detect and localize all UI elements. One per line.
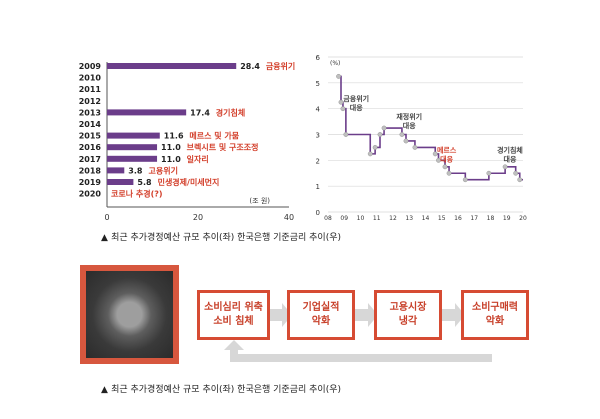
bar-annotation: 고용위기: [148, 165, 177, 175]
bar-value-label: 5.8: [137, 178, 152, 187]
bar-value-label: 17.4: [190, 108, 210, 117]
x-tick-label: 17: [470, 215, 478, 222]
bar-value-label: 11.0: [161, 155, 181, 164]
x-tick-label: 12: [389, 215, 397, 222]
rate-point: [446, 170, 452, 176]
y-tick-label: 2011: [79, 85, 102, 94]
rate-point: [442, 164, 448, 170]
bar-annotation: 코로나 추경(?): [111, 189, 163, 199]
rate-point: [462, 177, 468, 183]
flow-box-consumer-sentiment: 소비심리 위축 소비 침체: [197, 290, 270, 340]
y-tick-label: 6: [316, 54, 321, 62]
rate-point: [336, 73, 341, 79]
y-tick-label: 4: [316, 106, 321, 114]
rate-point: [340, 106, 346, 112]
bar: [107, 155, 158, 162]
rate-line: [338, 75, 523, 181]
rate-point: [372, 145, 378, 150]
flow-box-purchasing-power: 소비구매력 악화: [461, 290, 529, 340]
y-tick-label: 2009: [79, 62, 102, 71]
rate-point: [367, 151, 373, 157]
y-tick-label: 2015: [79, 132, 102, 141]
x-tick-label: 10: [357, 215, 365, 222]
bar-annotation: 브렉시트 및 구조조정: [187, 142, 259, 152]
y-tick-label: 2012: [79, 97, 101, 106]
rate-point: [432, 151, 438, 157]
flow-box-corporate-earnings: 기업실적 악화: [287, 290, 355, 340]
caption-bottom: ▲ 최근 추가경정예산 규모 추이(좌) 한국은행 기준금리 추이(우): [101, 382, 341, 395]
bar-annotation: 민생경제/미세먼지: [158, 177, 220, 187]
x-tick-label: 15: [438, 215, 446, 222]
x-tick-label: 08: [324, 215, 332, 222]
rate-point: [412, 145, 418, 150]
x-tick-label: 0: [104, 213, 109, 222]
x-tick-label: 14: [422, 215, 430, 222]
bar: [107, 132, 160, 139]
bar: [107, 144, 158, 151]
y-tick-label: 5: [316, 80, 320, 88]
bar-value-label: 11.0: [161, 143, 181, 152]
rate-point: [403, 138, 409, 144]
x-tick-label: 20: [519, 215, 527, 222]
caption-top: ▲ 최근 추가경정예산 규모 추이(좌) 한국은행 기준금리 추이(우): [101, 230, 341, 243]
caption-bottom-marker: ▲: [101, 385, 108, 395]
line-annotation: 메르스 대응: [437, 146, 457, 164]
bar-value-label: 11.6: [164, 132, 184, 141]
y-tick-label: 2020: [79, 190, 102, 199]
rate-point: [399, 132, 405, 137]
y-tick-label: 2016: [79, 143, 102, 152]
rate-point: [377, 132, 383, 137]
y-tick-label: 2010: [79, 74, 102, 83]
y-tick-label: 3: [316, 132, 320, 140]
y-tick-label: 1: [316, 183, 320, 191]
bar-annotation: 금융위기: [266, 61, 295, 71]
bar-annotation: 경기침체: [216, 107, 245, 117]
y-tick-label: 2: [316, 157, 320, 165]
rate-point: [513, 170, 519, 176]
bar: [107, 167, 125, 174]
line-annotation: 금융위기 대응: [343, 94, 369, 112]
rate-point: [381, 125, 387, 131]
bar-value-label: 3.8: [128, 166, 143, 175]
feedback-loop-arrow-icon: [224, 340, 492, 362]
rate-point: [486, 170, 492, 176]
x-tick-label: 11: [373, 215, 381, 222]
caption-bottom-text: 최근 추가경정예산 규모 추이(좌) 한국은행 기준금리 추이(우): [111, 385, 341, 395]
bar-value-label: 28.4: [240, 62, 260, 71]
line-annotation: 재정위기 대응: [396, 112, 422, 130]
x-tick-label: 19: [503, 215, 511, 222]
rate-point: [338, 99, 344, 105]
x-tick-label: 09: [340, 215, 348, 222]
y-unit-label: (%): [330, 60, 340, 67]
x-unit-label: (조 원): [249, 196, 270, 205]
flow-box-job-market: 고용시장 냉각: [374, 290, 442, 340]
y-tick-label: 2018: [79, 166, 102, 175]
y-tick-label: 2013: [79, 108, 101, 117]
bar: [107, 63, 237, 69]
coronavirus-image: [80, 265, 179, 364]
x-tick-label: 16: [454, 215, 462, 222]
x-tick-label: 20: [193, 213, 203, 222]
line-annotation: 경기침체 대응: [497, 146, 523, 164]
bar-annotation: 일자리: [187, 154, 209, 164]
rate-point: [502, 164, 508, 170]
rate-point: [517, 177, 523, 183]
rate-point: [343, 132, 349, 137]
supplementary-budget-bar-chart: 2009 28.4 금융위기 2010 2011 2012 2013 17.4 경기침체 2014…: [79, 61, 296, 222]
bar: [107, 179, 134, 185]
caption-top-text: 최근 추가경정예산 규모 추이(좌) 한국은행 기준금리 추이(우): [111, 233, 341, 243]
rate-point: [436, 157, 441, 163]
y-tick-label: 2017: [79, 155, 101, 164]
bar: [107, 109, 187, 116]
y-tick-label: 2014: [79, 120, 102, 129]
caption-top-marker: ▲: [101, 233, 108, 243]
x-tick-label: 18: [487, 215, 495, 222]
y-tick-label: 0: [316, 209, 320, 217]
x-tick-label: 13: [405, 215, 413, 222]
y-tick-label: 2019: [79, 178, 102, 187]
x-tick-label: 40: [284, 213, 294, 222]
bar-annotation: 메르스 및 가뭄: [189, 131, 239, 141]
